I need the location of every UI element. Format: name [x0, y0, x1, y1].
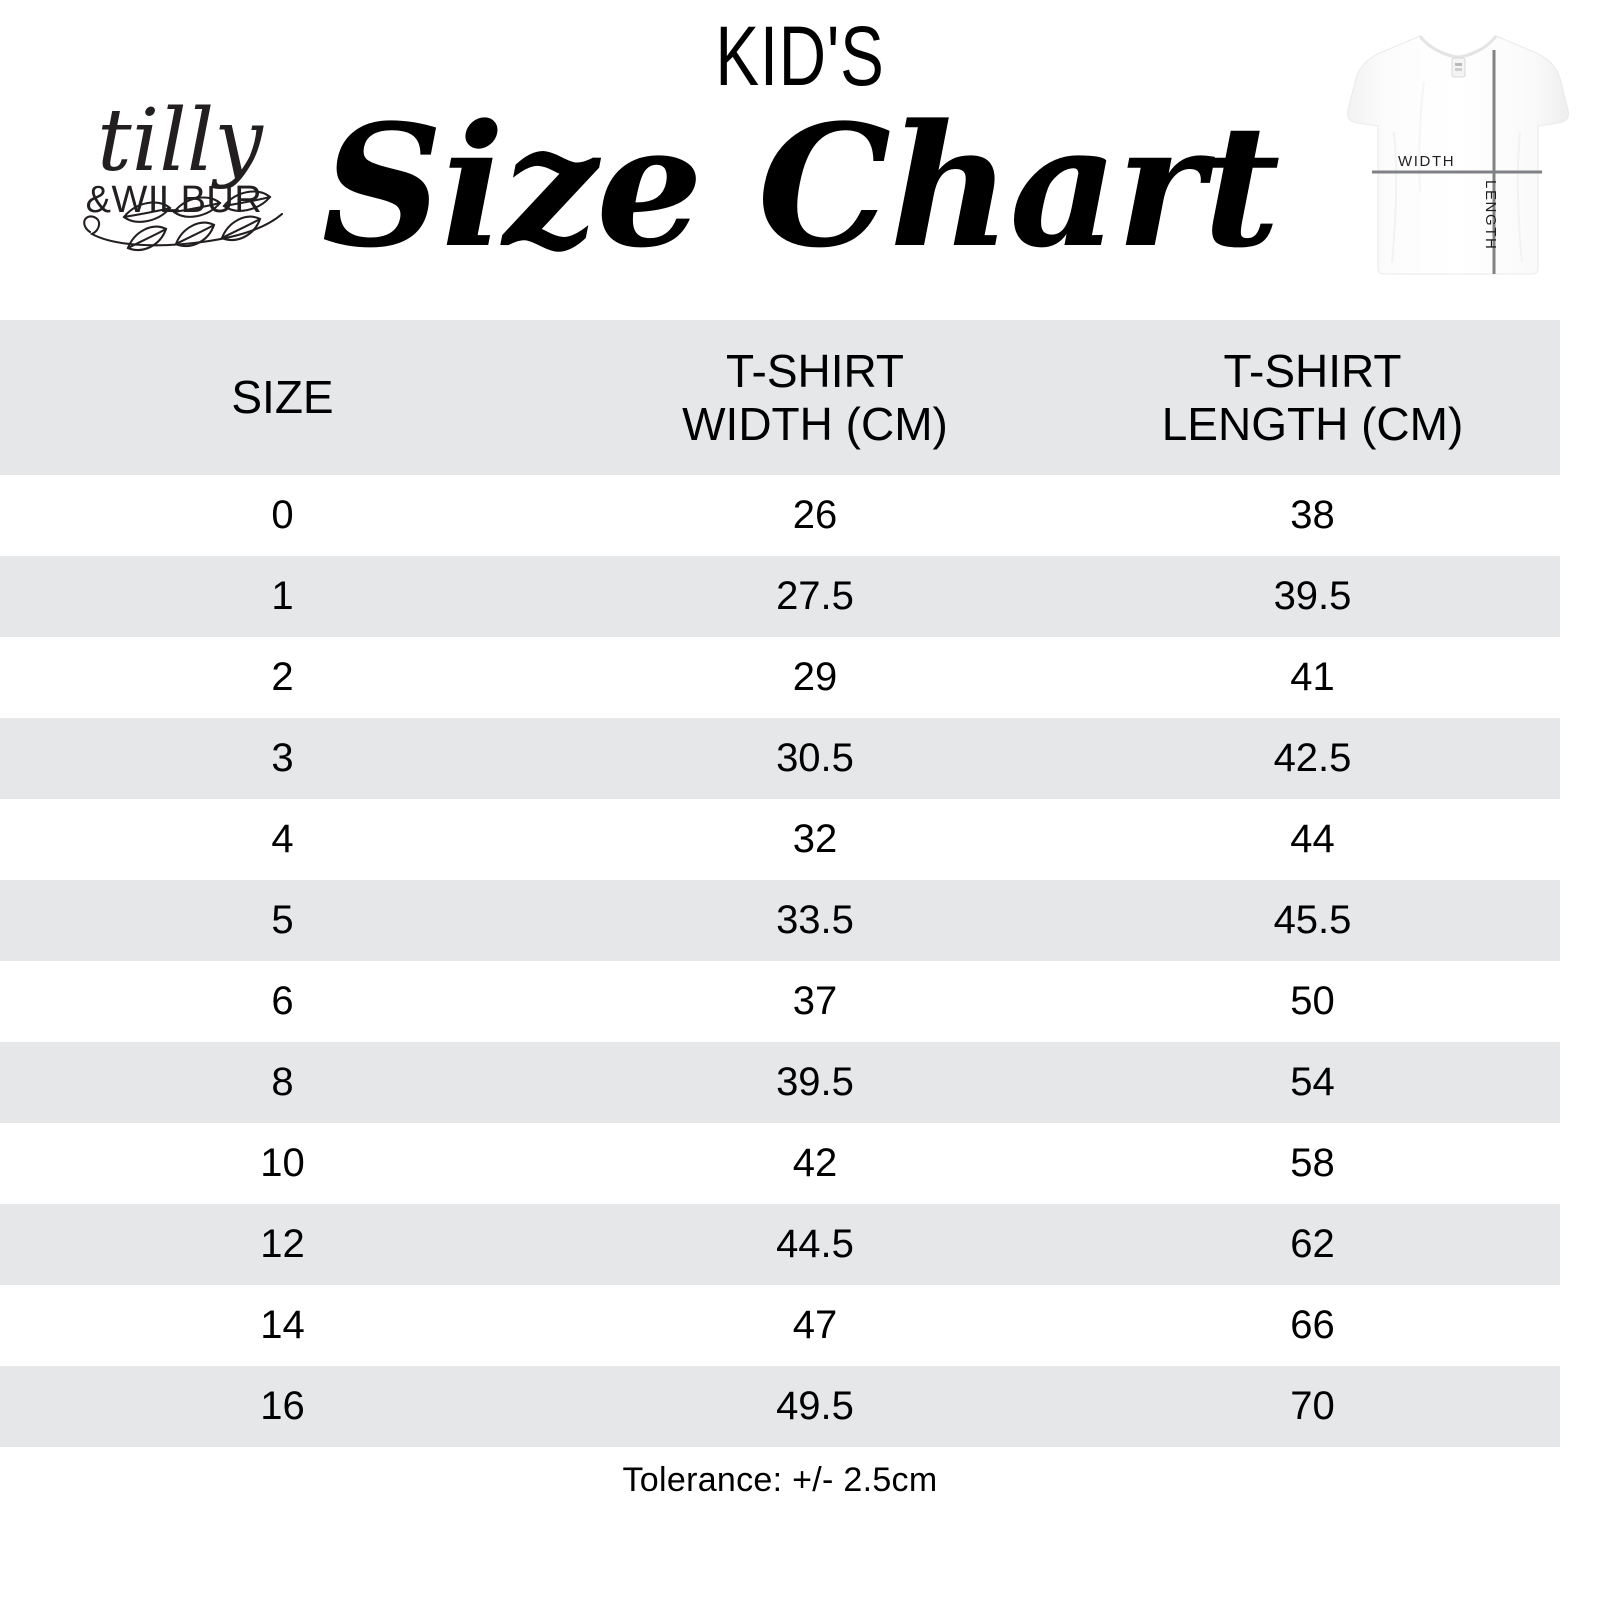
cell-size: 2 [0, 637, 565, 718]
cell-width: 33.5 [565, 880, 1065, 961]
cell-size: 1 [0, 556, 565, 637]
leaf-branch-icon [83, 190, 284, 252]
brand-block-name: &WILBUR [86, 179, 263, 221]
cell-size: 6 [0, 961, 565, 1042]
table-row: 5 33.5 45.5 [0, 880, 1560, 961]
table-row: 1 27.5 39.5 [0, 556, 1560, 637]
column-header-length: T-SHIRT LENGTH (CM) [1065, 320, 1560, 475]
cell-length: 45.5 [1065, 880, 1560, 961]
cell-width: 27.5 [565, 556, 1065, 637]
cell-size: 12 [0, 1204, 565, 1285]
cell-length: 41 [1065, 637, 1560, 718]
cell-size: 16 [0, 1366, 565, 1447]
cell-width: 32 [565, 799, 1065, 880]
table-row: 14 47 66 [0, 1285, 1560, 1366]
cell-size: 3 [0, 718, 565, 799]
cell-size: 14 [0, 1285, 565, 1366]
width-guide-label: WIDTH [1398, 153, 1455, 170]
table-row: 4 32 44 [0, 799, 1560, 880]
table-row: 3 30.5 42.5 [0, 718, 1560, 799]
table-row: 12 44.5 62 [0, 1204, 1560, 1285]
table-row: 8 39.5 54 [0, 1042, 1560, 1123]
cell-length: 54 [1065, 1042, 1560, 1123]
table-row: 10 42 58 [0, 1123, 1560, 1204]
cell-width: 29 [565, 637, 1065, 718]
column-header-width: T-SHIRT WIDTH (CM) [565, 320, 1065, 475]
cell-length: 44 [1065, 799, 1560, 880]
page-header: tilly &WILBUR KID'S Size Chart [0, 0, 1600, 320]
page-title-kids: KID'S [715, 9, 885, 103]
cell-length: 58 [1065, 1123, 1560, 1204]
cell-width: 49.5 [565, 1366, 1065, 1447]
cell-length: 50 [1065, 961, 1560, 1042]
cell-width: 47 [565, 1285, 1065, 1366]
neck-label-tag [1451, 57, 1466, 78]
page-title-size-chart: Size Chart [321, 87, 1281, 285]
table-row: 2 29 41 [0, 637, 1560, 718]
cell-width: 26 [565, 475, 1065, 556]
cell-width: 37 [565, 961, 1065, 1042]
length-guide-label: LENGTH [1482, 180, 1499, 250]
cell-length: 70 [1065, 1366, 1560, 1447]
cell-size: 5 [0, 880, 565, 961]
cell-width: 44.5 [565, 1204, 1065, 1285]
cell-length: 66 [1065, 1285, 1560, 1366]
cell-size: 0 [0, 475, 565, 556]
cell-length: 42.5 [1065, 718, 1560, 799]
cell-width: 39.5 [565, 1042, 1065, 1123]
cell-size: 8 [0, 1042, 565, 1123]
cell-width: 30.5 [565, 718, 1065, 799]
cell-size: 4 [0, 799, 565, 880]
cell-size: 10 [0, 1123, 565, 1204]
table-row: 16 49.5 70 [0, 1366, 1560, 1447]
tshirt-diagram: WIDTH LENGTH [1324, 22, 1592, 290]
cell-length: 38 [1065, 475, 1560, 556]
table-row: 0 26 38 [0, 475, 1560, 556]
cell-length: 39.5 [1065, 556, 1560, 637]
table-header-row: SIZE T-SHIRT WIDTH (CM) T-SHIRT LENGTH (… [0, 320, 1560, 475]
table-row: 6 37 50 [0, 961, 1560, 1042]
tolerance-note: Tolerance: +/- 2.5cm [622, 1461, 938, 1499]
size-chart-table: SIZE T-SHIRT WIDTH (CM) T-SHIRT LENGTH (… [0, 320, 1560, 1447]
brand-logo: tilly &WILBUR [62, 62, 312, 267]
column-header-size: SIZE [0, 320, 565, 475]
cell-length: 62 [1065, 1204, 1560, 1285]
cell-width: 42 [565, 1123, 1065, 1204]
tshirt-silhouette [1347, 35, 1569, 275]
brand-script-name: tilly [97, 91, 264, 191]
title-block: KID'S Size Chart [300, 0, 1300, 270]
table-body: 0 26 38 1 27.5 39.5 2 29 41 3 30.5 42.5 4 32 44 5 33.5 45… [0, 475, 1560, 1447]
